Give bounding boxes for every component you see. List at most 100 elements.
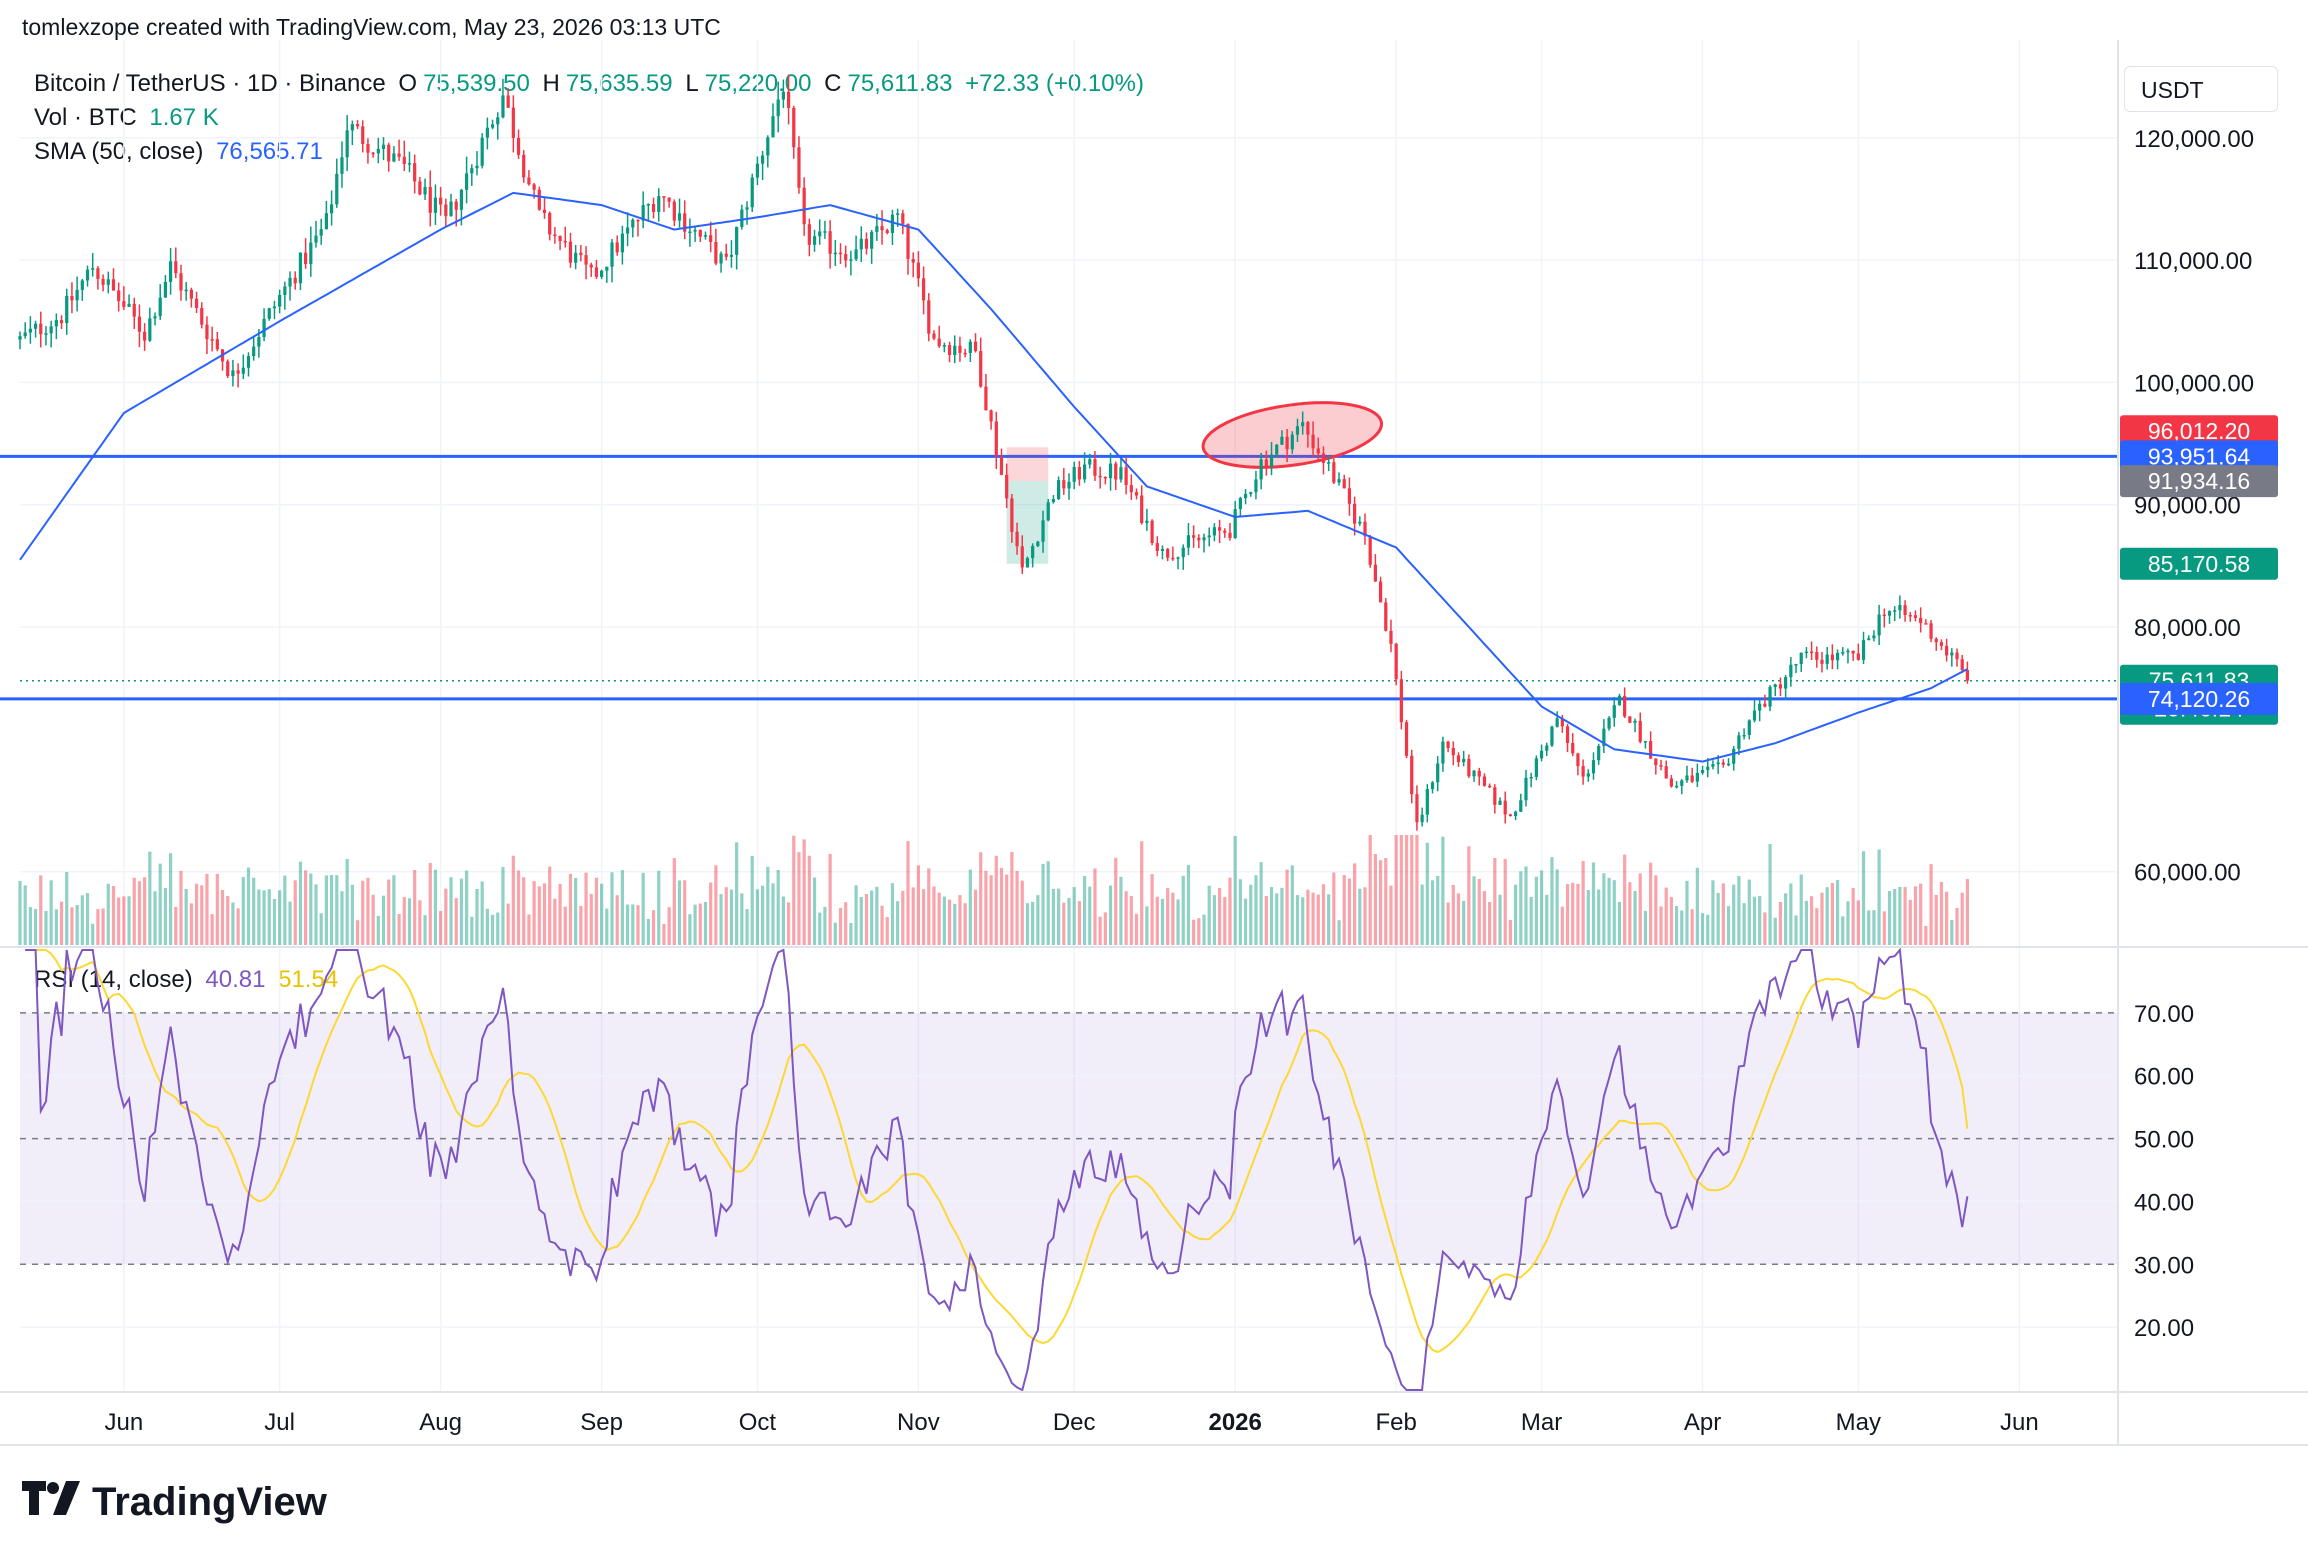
volume-bar <box>677 880 682 945</box>
volume-bar <box>127 896 131 945</box>
candle-body <box>490 124 495 128</box>
volume-bar <box>49 880 53 945</box>
price-chart[interactable]: 20.00 30.00 40.00 50.00 60.00 70.00 60,000.00… <box>0 0 2308 1460</box>
volume-bar <box>1565 884 1570 945</box>
volume-bar <box>719 894 723 945</box>
candle-body <box>833 252 837 255</box>
candle-body <box>1249 492 1253 494</box>
candle-body <box>59 320 64 324</box>
candle-body <box>1150 520 1154 544</box>
volume-bar <box>553 898 557 945</box>
volume-bar <box>1924 925 1928 945</box>
candle-body <box>1202 537 1206 541</box>
volume-bar <box>163 887 168 945</box>
volume-bar <box>329 875 334 945</box>
candle-body <box>1680 780 1684 786</box>
volume-bar <box>1202 914 1206 945</box>
candle-body <box>1103 476 1107 479</box>
volume-bar <box>335 875 339 945</box>
axes: 60,000.00 80,000.00 90,000.00 100,000.00 110… <box>0 40 2308 1446</box>
candle-body <box>1612 705 1616 718</box>
volume-bar <box>39 875 43 945</box>
rsi-label[interactable]: RSI (14, close) <box>34 966 193 993</box>
candle-body <box>714 241 718 264</box>
volume-bar <box>1207 885 1211 945</box>
volume-bar <box>480 881 484 945</box>
volume-bar <box>709 882 713 945</box>
candle-body <box>1373 564 1378 582</box>
volume-bar <box>490 914 495 945</box>
volume-bar <box>916 865 921 945</box>
symbol-label[interactable]: Bitcoin / TetherUS · 1D · Binance <box>34 70 386 97</box>
volume-bar <box>771 883 775 945</box>
volume-bar <box>454 898 458 945</box>
candle-body <box>262 318 266 338</box>
candle-body <box>1809 651 1814 654</box>
sma-value: 76,565.71 <box>216 138 323 165</box>
candle-body <box>527 177 531 185</box>
candle-body <box>932 333 936 339</box>
volume-label[interactable]: Vol · BTC <box>34 104 137 131</box>
volume-bar <box>662 923 666 945</box>
volume-bar <box>1327 894 1331 945</box>
volume-bar <box>85 893 90 945</box>
candle-body <box>1586 773 1590 777</box>
candle-body <box>792 107 796 148</box>
candle-body <box>1077 466 1081 480</box>
time-tick-label: Nov <box>897 1409 940 1436</box>
candle-body <box>750 177 754 208</box>
candle-body <box>927 300 931 334</box>
candle-body <box>309 242 313 265</box>
candle-body <box>854 249 858 260</box>
volume-bar <box>1363 887 1367 945</box>
candle-body <box>1965 670 1970 681</box>
volume-bar <box>781 896 785 945</box>
volume-bar <box>340 891 344 945</box>
candle-body <box>1778 684 1783 689</box>
price-tick-label: 90,000.00 <box>2134 493 2241 520</box>
candle-body <box>1420 814 1424 823</box>
volume-bar <box>558 883 562 945</box>
candle-body <box>1098 475 1102 478</box>
candle-body <box>1560 718 1564 727</box>
volume-bar <box>1519 871 1523 945</box>
volume-bar <box>1882 911 1886 945</box>
candle-body <box>1082 464 1087 480</box>
candle-body <box>1384 602 1388 631</box>
volume-bar <box>319 913 323 945</box>
tv-logo-icon <box>22 1480 84 1525</box>
volume-bar <box>189 903 193 945</box>
candle-body <box>257 337 261 347</box>
candle-body <box>1332 462 1336 483</box>
volume-bar <box>901 890 905 945</box>
candle-body <box>1576 753 1580 767</box>
volume-bar <box>1025 903 1030 945</box>
volume-bar <box>143 877 147 945</box>
candle-body <box>511 107 515 138</box>
currency-unit-button[interactable]: USDT <box>2124 66 2278 112</box>
volume-bar <box>1243 898 1248 945</box>
sma-label[interactable]: SMA (50, close) <box>34 138 204 165</box>
volume-bar <box>28 907 32 945</box>
volume-bar <box>1820 892 1824 945</box>
candle-body <box>1207 535 1211 538</box>
volume-bar <box>1228 877 1232 945</box>
candle-body <box>1789 664 1793 678</box>
volume-bar <box>807 855 811 945</box>
candle-body <box>1389 630 1393 644</box>
candle-body <box>1378 581 1383 603</box>
candle-body <box>1747 720 1751 735</box>
candle-body <box>989 410 993 422</box>
candle-body <box>1451 748 1455 756</box>
candle-body <box>1929 623 1933 639</box>
candle-body <box>522 154 526 178</box>
volume-bar <box>257 889 261 945</box>
volume-bar <box>1804 900 1809 945</box>
volume-bar <box>724 887 728 945</box>
candle-body <box>1571 742 1575 754</box>
candle-body <box>1145 520 1149 523</box>
volume-bar <box>1119 876 1123 945</box>
candle-body <box>615 242 619 253</box>
candle-body <box>1404 722 1409 756</box>
volume-bar <box>1856 900 1860 945</box>
